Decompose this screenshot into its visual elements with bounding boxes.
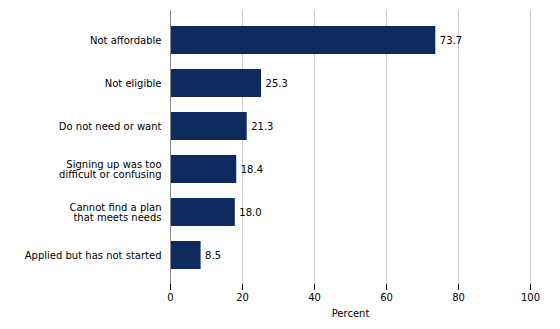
svg-text:73.7: 73.7: [440, 35, 462, 46]
svg-text:Not eligible: Not eligible: [105, 78, 162, 89]
svg-text:Not affordable: Not affordable: [90, 35, 162, 46]
svg-text:80: 80: [452, 292, 465, 303]
svg-text:0: 0: [167, 292, 173, 303]
svg-text:Cannot find a planthat meets n: Cannot find a planthat meets needs: [69, 202, 161, 223]
svg-text:18.4: 18.4: [241, 164, 263, 175]
svg-text:8.5: 8.5: [205, 250, 221, 261]
svg-text:Do not need or want: Do not need or want: [59, 121, 162, 132]
svg-text:Percent: Percent: [332, 308, 370, 319]
svg-text:Signing up was toodifficult or: Signing up was toodifficult or confusing: [59, 159, 161, 180]
svg-text:21.3: 21.3: [251, 121, 273, 132]
svg-text:60: 60: [380, 292, 393, 303]
svg-text:18.0: 18.0: [239, 207, 261, 218]
svg-text:20: 20: [236, 292, 249, 303]
svg-text:100: 100: [521, 292, 540, 303]
svg-text:Applied but has not started: Applied but has not started: [25, 250, 162, 261]
svg-text:40: 40: [308, 292, 321, 303]
svg-text:25.3: 25.3: [266, 78, 288, 89]
